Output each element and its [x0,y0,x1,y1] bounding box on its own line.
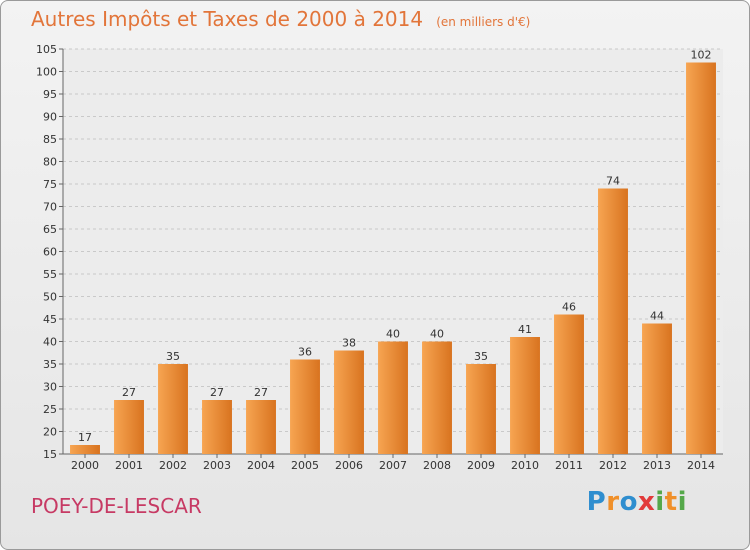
x-tick-label-2001: 2001 [115,459,143,472]
bar-2006 [334,350,364,454]
value-label-2001: 27 [122,386,136,399]
value-label-2012: 74 [606,175,620,188]
y-tick-label: 20 [43,426,57,439]
x-tick-label-2000: 2000 [71,459,99,472]
chart-unit: (en milliers d'€) [436,15,531,29]
bar-2011 [554,314,584,454]
y-tick-label: 65 [43,223,57,236]
value-label-2010: 41 [518,323,532,336]
brand-letter: i [655,487,665,517]
y-tick-label: 35 [43,358,57,371]
y-tick-label: 45 [43,313,57,326]
bars [70,62,716,454]
value-label-2013: 44 [650,310,664,323]
bar-2004 [246,400,276,454]
value-label-2000: 17 [78,431,92,444]
brand-letter: i [677,487,687,517]
y-tick-label: 80 [43,156,57,169]
bar-2008 [422,341,452,454]
brand-letter: P [586,487,607,517]
x-tick-label-2003: 2003 [203,459,231,472]
bar-2014 [686,62,716,454]
brand-letter: t [664,487,678,517]
x-tick-label-2007: 2007 [379,459,407,472]
x-tick-label-2006: 2006 [335,459,363,472]
brand-letter: x [637,487,656,517]
y-tick-label: 55 [43,268,57,281]
y-tick-label: 105 [36,43,57,56]
proxiti-logo: Proxiti [587,487,687,517]
value-label-2014: 102 [691,49,712,62]
y-tick-label: 15 [43,448,57,461]
value-labels: 17 27 35 27 27 36 38 40 40 35 41 46 74 44 102 [78,49,712,445]
value-label-2011: 46 [562,301,576,314]
bar-2000 [70,445,100,454]
value-label-2006: 38 [342,337,356,350]
x-axis-ticks: 2000 2001 2002 2003 2004 2005 2006 2007 2008 2009… [71,454,715,472]
value-label-2009: 35 [474,350,488,363]
y-tick-label: 50 [43,291,57,304]
y-tick-label: 75 [43,178,57,191]
value-label-2005: 36 [298,346,312,359]
x-tick-label-2002: 2002 [159,459,187,472]
y-tick-label: 95 [43,88,57,101]
x-tick-label-2012: 2012 [599,459,627,472]
bar-2002 [158,364,188,454]
bar-2012 [598,188,628,454]
x-tick-label-2004: 2004 [247,459,275,472]
value-label-2003: 27 [210,386,224,399]
bar-2007 [378,341,408,454]
bar-2010 [510,337,540,454]
bar-2005 [290,359,320,454]
x-tick-label-2014: 2014 [687,459,715,472]
bar-2001 [114,400,144,454]
x-tick-label-2013: 2013 [643,459,671,472]
chart-title-text: Autres Impôts et Taxes de 2000 à 2014 [31,7,424,31]
x-tick-label-2011: 2011 [555,459,583,472]
commune-name: POEY-DE-LESCAR [31,494,202,518]
y-tick-label: 25 [43,403,57,416]
value-label-2007: 40 [386,328,400,341]
bar-2013 [642,323,672,454]
y-tick-label: 30 [43,381,57,394]
chart-title: Autres Impôts et Taxes de 2000 à 2014 (e… [31,7,530,31]
x-tick-label-2005: 2005 [291,459,319,472]
brand-letter: o [619,487,638,517]
y-tick-label: 60 [43,246,57,259]
y-tick-label: 70 [43,201,57,214]
y-axis-ticks: 15 20 25 30 35 40 45 50 55 60 65 70 75 80 85 90 95 100 105 [36,43,63,461]
y-tick-label: 40 [43,336,57,349]
y-tick-label: 90 [43,111,57,124]
value-label-2008: 40 [430,328,444,341]
bar-2009 [466,364,496,454]
value-label-2002: 35 [166,350,180,363]
bar-2003 [202,400,232,454]
y-tick-label: 85 [43,133,57,146]
x-tick-label-2010: 2010 [511,459,539,472]
value-label-2004: 27 [254,386,268,399]
brand-letter: r [606,487,620,517]
x-tick-label-2008: 2008 [423,459,451,472]
x-tick-label-2009: 2009 [467,459,495,472]
y-tick-label: 100 [36,66,57,79]
